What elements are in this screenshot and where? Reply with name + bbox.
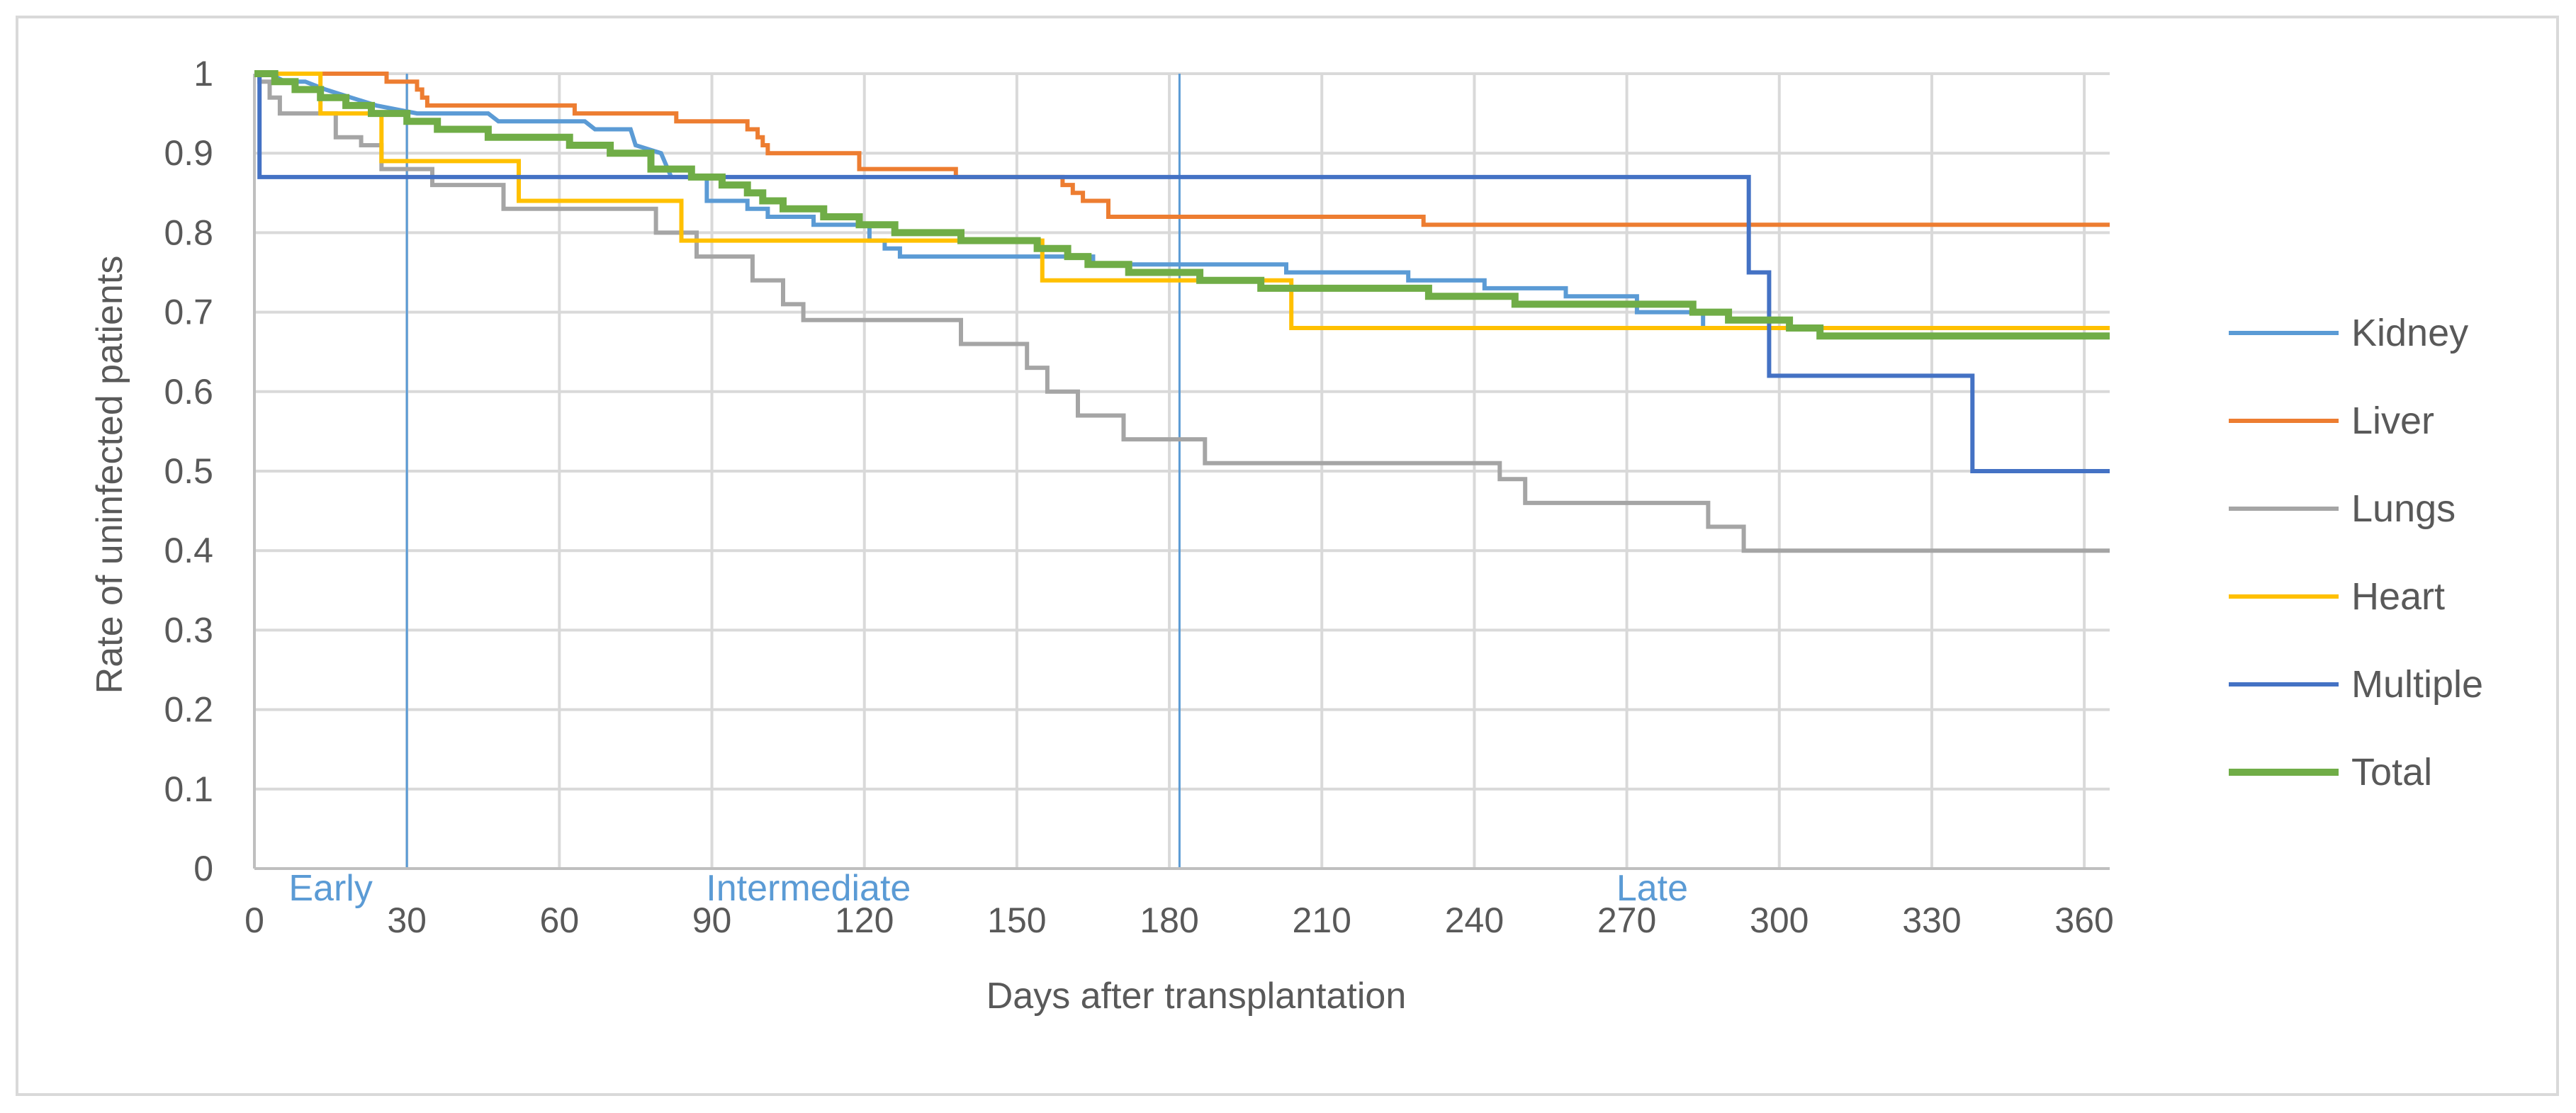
y-axis-title: Rate of uninfected patients: [89, 256, 130, 694]
series-line-total: [254, 70, 2110, 340]
y-tick-label: 0.9: [164, 133, 213, 173]
phase-label-intermediate: Intermediate: [706, 868, 911, 909]
series-line-liver: [254, 72, 2110, 227]
x-tick-label: 270: [1597, 900, 1656, 940]
legend-label-lungs: Lungs: [2351, 487, 2456, 530]
x-tick-label: 0: [244, 900, 264, 940]
phase-layer: Early Intermediate Late: [288, 74, 1688, 909]
phase-label-early: Early: [288, 868, 372, 909]
y-tick-label: 0.8: [164, 213, 213, 252]
series-layer: [254, 70, 2110, 553]
x-tick-label: 210: [1293, 900, 1351, 940]
x-tick-label: 60: [540, 900, 580, 940]
x-tick-label: 180: [1140, 900, 1198, 940]
legend-label-kidney: Kidney: [2351, 312, 2468, 354]
x-tick-label: 240: [1445, 900, 1504, 940]
legend-label-total: Total: [2351, 751, 2432, 793]
legend-label-multiple: Multiple: [2351, 663, 2483, 706]
x-tick-label: 120: [835, 900, 894, 940]
y-tick-label: 0.2: [164, 690, 213, 730]
x-tick-label: 300: [1750, 900, 1809, 940]
x-tick-label: 360: [2054, 900, 2113, 940]
series-line-heart: [254, 72, 2110, 330]
y-tick-label: 0.5: [164, 451, 213, 491]
series-line-lungs: [254, 72, 2110, 553]
grid-layer: [254, 72, 2110, 869]
x-tick-label: 30: [387, 900, 427, 940]
series-line-kidney: [254, 72, 2110, 339]
y-tick-label: 0.4: [164, 531, 213, 570]
y-tick-label: 0: [193, 849, 213, 888]
series-line-multiple: [254, 72, 2110, 473]
x-tick-label: 330: [1902, 900, 1961, 940]
legend-label-liver: Liver: [2351, 400, 2434, 442]
y-tick-label: 0.7: [164, 293, 213, 332]
x-tick-label: 90: [692, 900, 732, 940]
y-tick-label: 0.6: [164, 372, 213, 412]
legend-label-heart: Heart: [2351, 575, 2445, 618]
phase-label-late: Late: [1616, 868, 1688, 909]
y-tick-label: 0.1: [164, 769, 213, 809]
legend-layer: Kidney Liver Lungs Heart Multiple Total: [2229, 312, 2483, 793]
x-tick-label: 150: [987, 900, 1046, 940]
y-tick-label: 1: [193, 54, 213, 94]
y-tick-label: 0.3: [164, 610, 213, 650]
axis-layer: 0 0.1 0.2 0.3 0.4 0.5 0.6 0.7 0.8 0.9 1 0 30 60 90 120 1…: [164, 54, 2113, 940]
chart-frame: [16, 16, 2559, 1096]
x-axis-title: Days after transplantation: [986, 976, 1407, 1017]
